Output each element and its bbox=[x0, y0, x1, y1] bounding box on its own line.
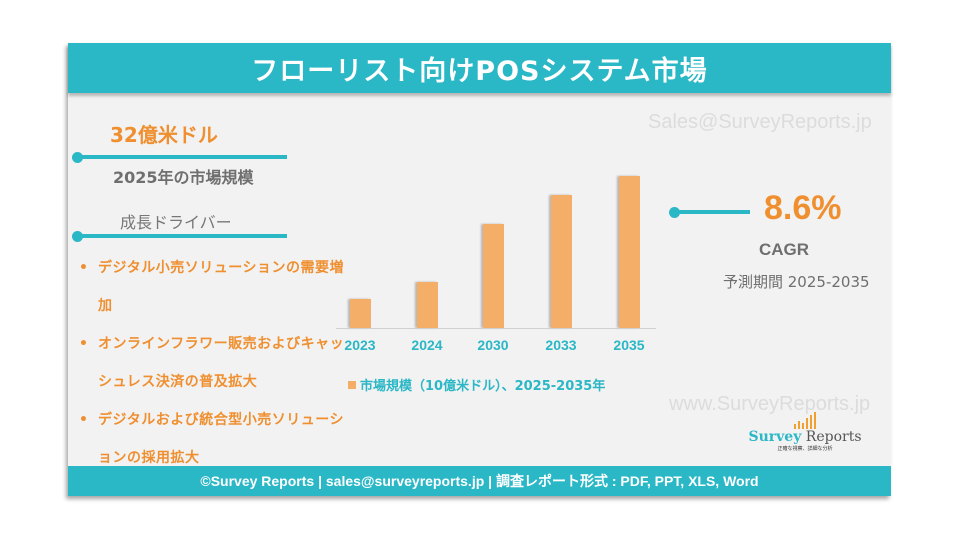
bar-chart: 2023 2024 2030 2033 2035 市場規模（10億米ドル）、20… bbox=[336, 143, 656, 394]
x-tick-label: 2030 bbox=[477, 337, 509, 353]
bar-2030 bbox=[483, 224, 504, 328]
driver-item: • オンラインフラワー販売およびキャッシュレス決済の普及拡大 bbox=[76, 325, 346, 401]
growth-drivers-list: • デジタル小売ソリューションの需要増加 • オンラインフラワー販売およびキャッ… bbox=[76, 249, 346, 477]
survey-reports-logo: Survey Reports 正確な視察、詳細な分析 bbox=[745, 411, 865, 452]
divider-line bbox=[76, 155, 287, 159]
driver-text: デジタル小売ソリューションの需要増加 bbox=[98, 260, 344, 314]
cagr-value: 8.6% bbox=[764, 189, 842, 227]
driver-text: オンラインフラワー販売およびキャッシュレス決済の普及拡大 bbox=[98, 336, 345, 390]
cagr-label: CAGR bbox=[759, 240, 810, 259]
page-title: フローリスト向けPOSシステム市場 bbox=[251, 55, 708, 87]
bullet-icon: • bbox=[79, 260, 89, 276]
driver-item: • デジタル小売ソリューションの需要増加 bbox=[76, 249, 346, 325]
growth-drivers-title: 成長ドライバー bbox=[120, 213, 232, 232]
bullet-icon: • bbox=[79, 412, 89, 428]
logo-tagline: 正確な視察、詳細な分析 bbox=[777, 446, 833, 452]
divider-line bbox=[76, 234, 287, 238]
divider-line bbox=[674, 210, 750, 214]
driver-item: • デジタルおよび統合型小売ソリューションの採用拡大 bbox=[76, 401, 346, 477]
infographic-card: フローリスト向けPOSシステム市場 Sales@SurveyReports.jp… bbox=[68, 43, 891, 496]
bar-2033 bbox=[551, 195, 572, 328]
footer-banner: ©Survey Reports | sales@surveyreports.jp… bbox=[68, 466, 891, 496]
forecast-period: 予測期間 2025-2035 bbox=[723, 273, 870, 291]
market-size-label: 2025年の市場規模 bbox=[113, 168, 254, 187]
x-tick-label: 2023 bbox=[344, 337, 376, 353]
chart-legend: 市場規模（10億米ドル）、2025-2035年 bbox=[348, 375, 605, 394]
bar-2035 bbox=[619, 176, 640, 328]
bar-2024 bbox=[417, 282, 438, 328]
logo-name: Survey Reports bbox=[748, 429, 862, 445]
legend-swatch-icon bbox=[348, 380, 356, 389]
x-tick-label: 2035 bbox=[613, 337, 645, 353]
market-size-value: 32億米ドル bbox=[110, 123, 218, 147]
footer-text: ©Survey Reports | sales@surveyreports.jp… bbox=[200, 473, 759, 489]
email-watermark: Sales@SurveyReports.jp bbox=[648, 111, 872, 133]
driver-text: デジタルおよび統合型小売ソリューションの採用拡大 bbox=[98, 412, 344, 466]
legend-label: 市場規模（10億米ドル）、2025-2035年 bbox=[360, 379, 606, 394]
website-watermark: www.SurveyReports.jp bbox=[669, 393, 871, 415]
x-tick-label: 2024 bbox=[411, 337, 443, 353]
x-axis bbox=[336, 328, 656, 329]
header-banner: フローリスト向けPOSシステム市場 bbox=[68, 43, 891, 93]
x-tick-label: 2033 bbox=[545, 337, 577, 353]
bar-2023 bbox=[350, 299, 371, 328]
bullet-icon: • bbox=[79, 336, 89, 352]
bar-chart-logo-icon bbox=[745, 411, 865, 429]
